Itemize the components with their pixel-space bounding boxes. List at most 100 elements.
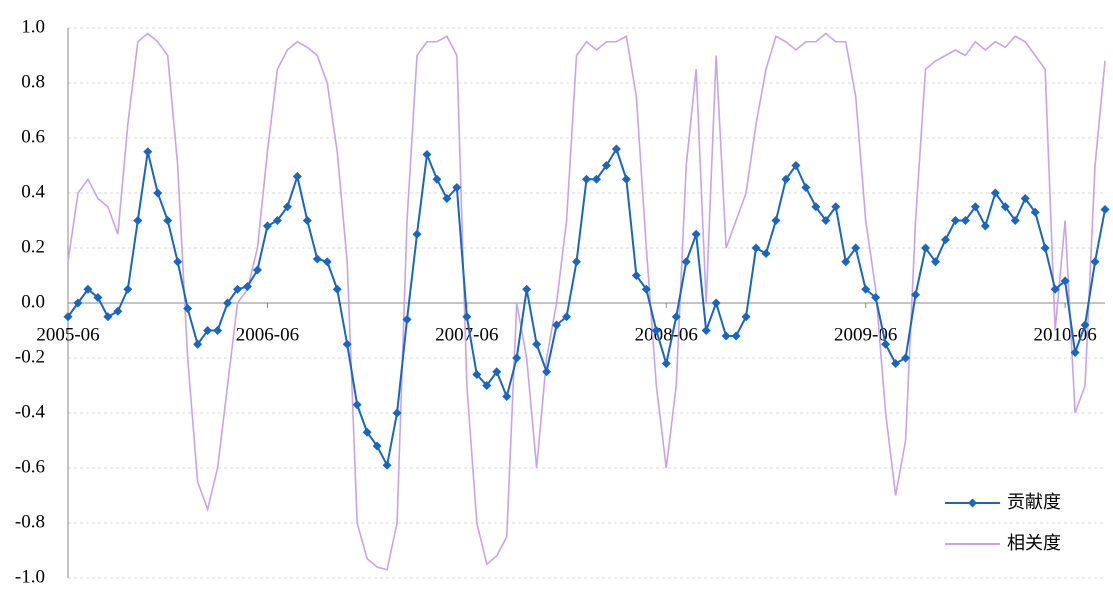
y-tick-label: 0.8 [21, 71, 45, 92]
y-tick-label: 0.2 [21, 236, 45, 257]
point-marker [342, 339, 352, 349]
point-marker [482, 381, 492, 390]
point-marker [542, 367, 552, 377]
point-marker [1080, 320, 1090, 330]
point-marker [781, 174, 791, 184]
point-marker [223, 298, 233, 308]
point-marker [1050, 284, 1060, 294]
point-marker [133, 216, 143, 225]
point-marker [322, 257, 332, 267]
point-marker [631, 271, 641, 280]
y-tick-label: 0.0 [21, 291, 45, 312]
point-marker [412, 229, 422, 239]
point-marker [621, 174, 631, 184]
point-marker [312, 254, 322, 264]
point-marker [831, 202, 841, 212]
point-marker [422, 150, 432, 159]
point-marker [362, 427, 372, 437]
point-marker [442, 194, 452, 203]
point-marker [272, 216, 282, 225]
x-tick-label: 2007-06 [435, 324, 498, 345]
point-marker [711, 298, 721, 308]
point-marker [252, 265, 262, 275]
point-marker [990, 188, 1000, 198]
point-marker [113, 306, 123, 316]
point-marker [382, 460, 392, 470]
point-marker [173, 257, 183, 267]
y-tick-label: -0.2 [15, 346, 45, 367]
point-marker [93, 293, 103, 302]
point-marker [332, 284, 342, 294]
point-marker [1020, 194, 1030, 203]
x-tick-label: 2006-06 [236, 324, 299, 345]
point-marker [980, 221, 990, 231]
y-tick-label: 0.4 [21, 181, 45, 202]
y-tick-label: 0.6 [21, 126, 45, 147]
point-marker [1100, 205, 1110, 214]
point-marker [63, 312, 73, 322]
point-marker [821, 216, 831, 225]
y-tick-label: 1.0 [21, 16, 45, 37]
point-marker [881, 339, 891, 349]
point-marker [552, 320, 562, 330]
y-tick-label: -0.4 [15, 401, 46, 422]
point-marker [930, 257, 940, 267]
point-marker [522, 284, 532, 294]
point-marker [691, 229, 701, 239]
point-marker [402, 315, 412, 324]
point-marker [512, 353, 522, 363]
point-marker [960, 216, 970, 225]
point-marker [611, 144, 621, 154]
legend-label: 贡献度 [1007, 492, 1061, 513]
point-marker [242, 282, 252, 291]
point-marker [591, 174, 601, 184]
y-tick-label: -0.8 [15, 511, 45, 532]
legend-marker [968, 498, 977, 508]
point-marker [1070, 348, 1080, 357]
point-marker [372, 441, 382, 451]
point-marker [292, 172, 302, 181]
point-marker [532, 339, 542, 349]
point-marker [472, 370, 482, 379]
point-marker [123, 284, 133, 294]
point-marker [462, 312, 472, 322]
point-marker [771, 216, 781, 225]
series-line [67, 32, 1106, 571]
point-marker [641, 284, 651, 294]
point-marker [871, 293, 881, 302]
point-marker [1030, 207, 1040, 217]
point-marker [791, 161, 801, 170]
point-marker [83, 284, 93, 294]
point-marker [950, 216, 960, 225]
point-marker [572, 257, 582, 267]
point-marker [193, 339, 203, 349]
point-marker [203, 326, 213, 335]
point-marker [103, 312, 113, 322]
legend-label: 相关度 [1007, 533, 1061, 554]
point-marker [851, 243, 861, 253]
point-marker [143, 147, 153, 157]
point-marker [741, 312, 751, 322]
y-tick-label: -0.6 [15, 456, 45, 477]
point-marker [801, 183, 811, 192]
point-marker [751, 243, 761, 253]
point-marker [183, 304, 193, 313]
point-marker [731, 331, 741, 341]
point-marker [582, 174, 591, 184]
point-marker [492, 367, 502, 377]
point-marker [841, 257, 851, 267]
point-marker [213, 326, 223, 335]
point-marker [392, 408, 402, 418]
point-marker [651, 326, 661, 335]
point-marker [671, 312, 681, 322]
point-marker [163, 216, 173, 225]
point-marker [901, 353, 911, 363]
point-marker [562, 312, 572, 322]
point-marker [811, 202, 821, 212]
point-marker [661, 359, 671, 368]
point-marker [153, 188, 163, 198]
point-marker [1000, 202, 1010, 212]
point-marker [73, 298, 83, 308]
point-marker [352, 400, 362, 410]
point-marker [911, 290, 921, 300]
